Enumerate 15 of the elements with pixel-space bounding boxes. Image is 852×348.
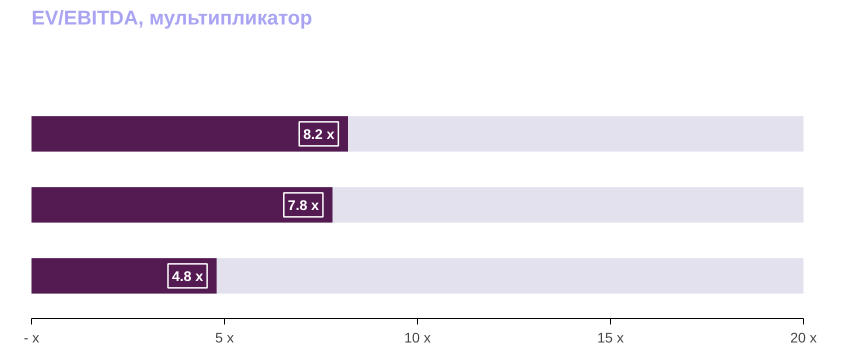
bar	[32, 187, 333, 223]
bar	[32, 116, 348, 152]
bar	[32, 258, 217, 294]
bar	[332, 187, 804, 223]
chart-title: EV/EBITDA, мультипликатор	[32, 8, 312, 30]
data-label: 4.8 x	[172, 268, 204, 284]
x-tick-label: 10 x	[404, 330, 431, 346]
x-tick-label: - x	[24, 330, 40, 346]
bar	[216, 258, 804, 294]
x-tick-label: 15 x	[597, 330, 624, 346]
bar	[348, 116, 804, 152]
x-tick-label: 5 x	[215, 330, 234, 346]
data-label: 7.8 x	[288, 196, 320, 213]
data-label: 8.2 x	[303, 126, 335, 142]
x-tick-label: 20 x	[790, 330, 817, 346]
